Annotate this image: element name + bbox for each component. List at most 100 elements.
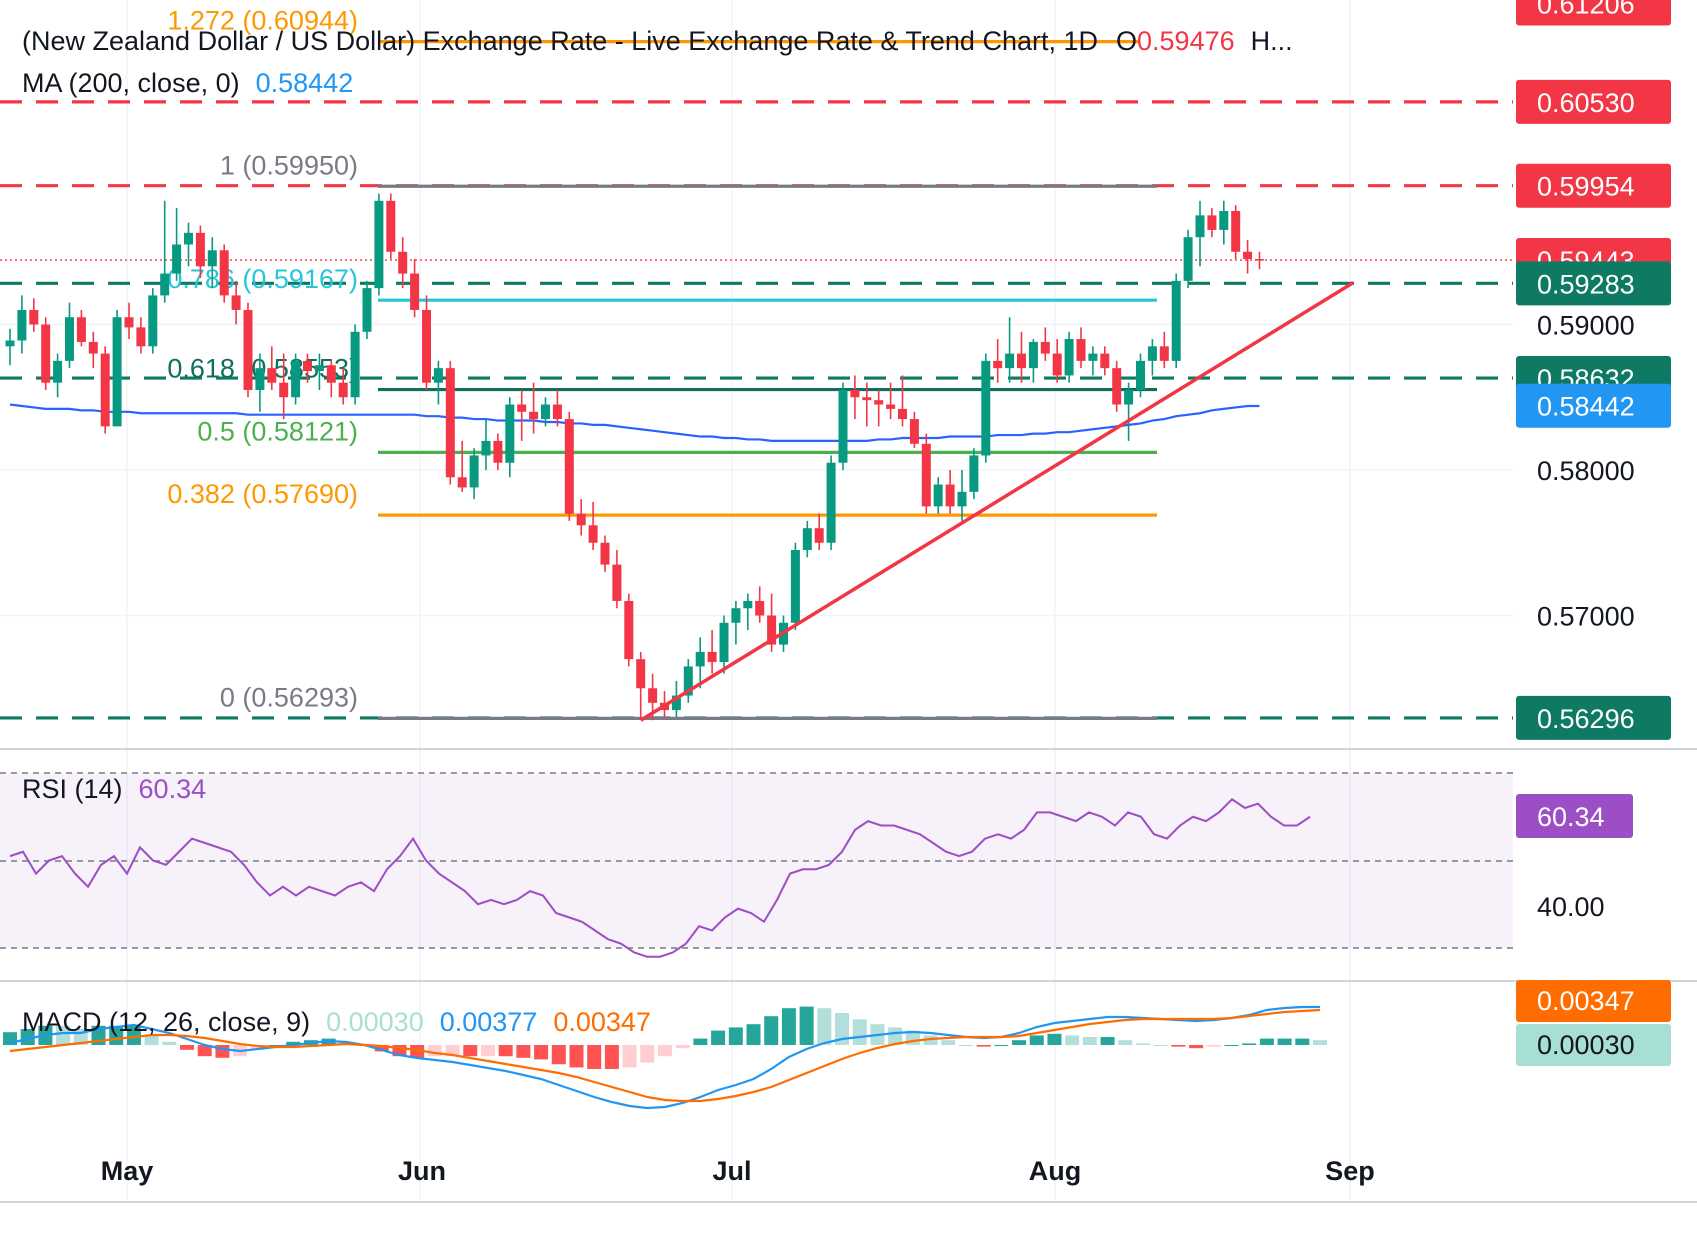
candle-body: [160, 273, 170, 296]
macd-histogram-bar: [180, 1045, 195, 1050]
rsi-band: [0, 773, 1513, 948]
macd-histogram-bar: [640, 1045, 655, 1063]
candle-body: [731, 608, 741, 623]
candle-body: [148, 295, 158, 347]
macd-histogram-bar: [1135, 1043, 1150, 1045]
macd-histogram-bar: [1047, 1033, 1062, 1045]
macd-histogram-bar: [693, 1038, 708, 1045]
candle-body: [100, 353, 110, 427]
candle-body: [1052, 353, 1062, 376]
candle-body: [933, 484, 943, 507]
candle-body: [909, 419, 919, 444]
candle-body: [1112, 368, 1122, 405]
fib-level-label: 0 (0.56293): [220, 682, 358, 712]
macd-histogram-bar: [197, 1045, 212, 1057]
candle-body: [1124, 389, 1134, 405]
macd-histogram-bar: [711, 1030, 726, 1045]
ohlc-more: H...: [1251, 26, 1293, 56]
grid-lines: [0, 0, 1513, 1202]
candle-body: [374, 200, 384, 289]
macd-histogram-bar: [286, 1041, 301, 1045]
candle-body: [552, 404, 562, 420]
candle-body: [1255, 259, 1264, 261]
candle-body: [65, 317, 74, 361]
macd-signal-badge: [1516, 980, 1671, 1022]
macd-histogram-bar: [1224, 1045, 1239, 1046]
macd-line-value: 0.00377: [440, 1007, 538, 1037]
rsi-badge-text: 60.34: [1537, 802, 1605, 832]
candle-body: [338, 382, 348, 398]
candle-body: [898, 408, 907, 420]
macd-histogram-bar: [728, 1027, 743, 1045]
macd-histogram-bar: [1295, 1038, 1310, 1045]
candle-body: [743, 600, 753, 609]
candle-body: [826, 462, 836, 543]
candle-body: [981, 360, 991, 456]
macd-signal-badge-text: 0.00347: [1537, 986, 1635, 1016]
price-badge: [1516, 79, 1671, 124]
macd-histogram-bar: [994, 1045, 1009, 1046]
candle-body: [612, 564, 622, 601]
candle-body: [529, 411, 539, 420]
candle-body: [802, 528, 812, 551]
macd-histogram-bar: [1029, 1035, 1044, 1045]
macd-histogram-bar: [746, 1024, 761, 1045]
macd-histogram-bar: [144, 1035, 159, 1045]
macd-histogram-bar: [1277, 1038, 1292, 1045]
candle-body: [636, 659, 646, 689]
candle-body: [362, 288, 372, 332]
candle-body: [886, 404, 896, 409]
rsi-legend-value: 60.34: [139, 774, 207, 804]
price-tick-label: 0.59000: [1537, 311, 1635, 341]
candle-body: [314, 365, 324, 372]
macd-legend: MACD (12, 26, close, 9) 0.00030 0.00377 0.0…: [22, 1007, 651, 1037]
candle-body: [969, 455, 979, 492]
macd-histogram-bar: [658, 1045, 672, 1057]
candle-body: [648, 688, 658, 703]
ma200-line: [9, 403, 1260, 442]
price-badge-text: 0.58442: [1537, 392, 1635, 422]
candle-body: [207, 250, 217, 267]
candle-body: [17, 309, 27, 341]
candle-body: [1136, 360, 1145, 390]
macd-histogram-bar: [958, 1045, 973, 1046]
candle-body: [1088, 353, 1098, 361]
macd-histogram-bar: [480, 1045, 495, 1057]
macd-histogram-bar: [835, 1013, 850, 1045]
candle-body: [481, 440, 491, 456]
macd-histogram-bar: [941, 1040, 956, 1045]
candle-body: [838, 389, 848, 463]
ma-legend-value: 0.58442: [256, 68, 354, 98]
candle-body: [767, 615, 777, 645]
time-axis[interactable]: May Jun Jul Aug Sep: [101, 1156, 1375, 1186]
macd-group: [3, 1005, 1327, 1110]
candle-body: [124, 317, 134, 328]
candle-body: [814, 528, 824, 543]
candle-body: [600, 542, 610, 565]
time-tick-label: Sep: [1325, 1156, 1375, 1186]
macd-histogram-bar: [126, 1025, 141, 1045]
candle-body: [1183, 237, 1193, 281]
macd-histogram-bar: [1313, 1040, 1327, 1045]
chart-title: (New Zealand Dollar / US Dollar) Exchang…: [22, 26, 1293, 56]
candle-body: [1207, 215, 1217, 230]
fibonacci-retracement[interactable]: 1.272 (0.60944) 1 (0.59950) 0.786 (0.59167…: [167, 6, 1157, 720]
candle-body: [469, 455, 479, 488]
candle-body: [993, 360, 1003, 369]
trendline-group[interactable]: [639, 281, 1355, 722]
candle-body: [719, 622, 729, 663]
macd-histogram-bar: [569, 1045, 584, 1068]
candle-body: [1076, 339, 1086, 361]
price-badge: [1516, 163, 1671, 208]
candle-body: [790, 550, 800, 623]
price-axis[interactable]: 0.59000 0.58000 0.57000 0.61206 0.60530 0.599…: [1516, 0, 1671, 740]
fib-level-label: 0.786 (0.59167): [167, 264, 358, 294]
candle-body: [541, 404, 550, 420]
macd-histogram-bar: [1012, 1040, 1027, 1045]
candle-body: [576, 513, 586, 526]
candle-body: [707, 651, 717, 663]
time-tick-label: May: [101, 1156, 154, 1186]
time-tick-label: Jul: [712, 1156, 751, 1186]
ascending-trendline: [639, 281, 1355, 722]
